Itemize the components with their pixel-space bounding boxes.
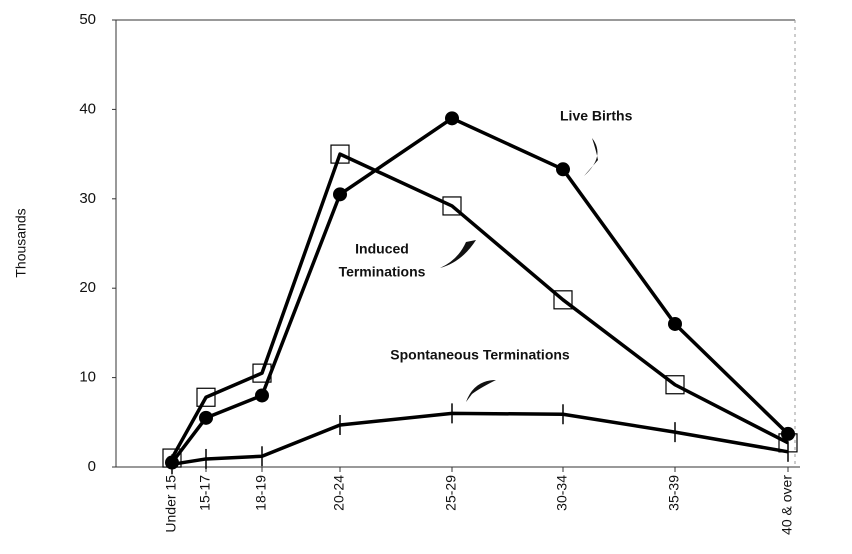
x-tick-label: 35-39: [666, 475, 682, 511]
y-tick-label: 0: [88, 458, 96, 475]
y-tick-label: 30: [79, 190, 96, 207]
annotation: Live Births: [560, 108, 633, 124]
y-tick-label: 50: [79, 11, 96, 28]
marker: [255, 388, 269, 403]
annotation: Terminations: [339, 264, 426, 280]
x-tick-label: 20-24: [331, 475, 347, 511]
arrow: [584, 138, 598, 176]
marker: [442, 196, 462, 216]
x-tick-label: Under 15: [163, 475, 179, 533]
annotation: Induced: [355, 241, 409, 257]
marker: [553, 290, 573, 310]
y-tick-label: 20: [79, 279, 96, 296]
y-tick-label: 10: [79, 369, 96, 386]
arrow: [440, 240, 476, 268]
series-line: [170, 116, 790, 464]
marker: [196, 387, 216, 407]
marker: [445, 111, 459, 126]
y-tick-label: 40: [79, 100, 96, 117]
marker: [165, 455, 179, 470]
x-tick-label: 30-34: [554, 475, 570, 511]
marker: [665, 375, 685, 395]
x-tick-label: 40 & over: [779, 475, 795, 535]
y-axis-label: Thousands: [13, 208, 29, 277]
marker: [199, 410, 213, 425]
annotation: Spontaneous Terminations: [390, 347, 570, 363]
marker: [333, 187, 347, 202]
x-tick-label: 15-17: [197, 475, 213, 511]
marker: [330, 144, 350, 164]
series-line: [171, 411, 789, 467]
x-tick-label: 25-29: [443, 475, 459, 511]
marker: [781, 426, 795, 441]
marker: [556, 162, 570, 177]
marker: [668, 316, 682, 331]
arrow: [466, 380, 496, 402]
x-tick-label: 18-19: [253, 475, 269, 511]
